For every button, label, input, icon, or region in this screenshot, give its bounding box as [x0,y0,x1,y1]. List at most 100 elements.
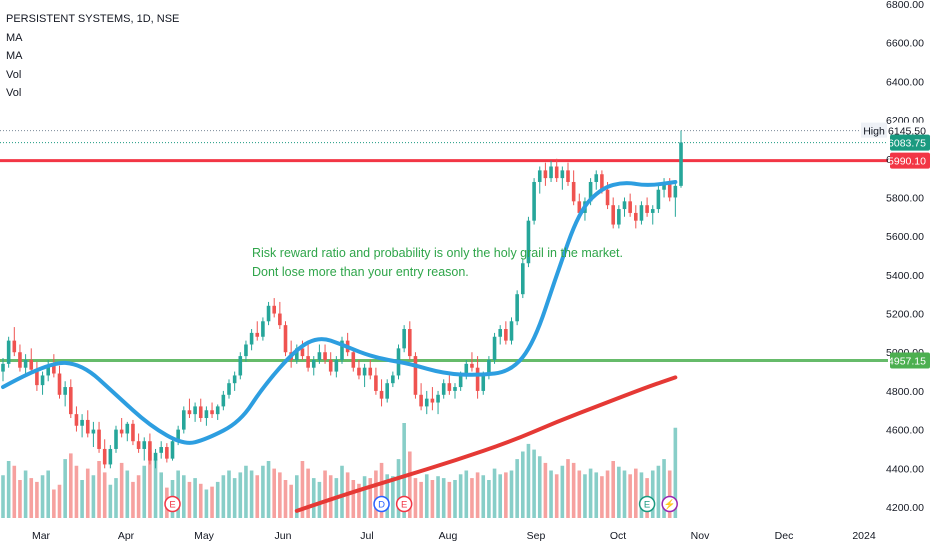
volume-bar [521,451,525,518]
volume-bar [244,465,248,518]
candle-body [57,373,62,395]
candle-body [628,201,632,213]
candle-body [91,429,96,434]
candle-body [249,332,254,345]
candle-body [430,398,435,403]
candle-body [639,205,644,221]
time-tick-label: Nov [691,530,710,542]
candle-body [23,359,28,368]
candle-body [481,375,486,391]
indicator-vol-2[interactable]: Vol [6,87,22,99]
volume-bar [187,481,192,518]
candle-body [119,429,124,434]
candle-body [498,329,502,337]
volume-bar [238,472,243,518]
volume-bar [311,478,316,518]
candle-body [272,305,276,314]
candle-body [679,142,683,186]
candle-body [215,406,220,415]
volume-bar [261,465,265,518]
volume-bar [300,461,305,518]
volume-bar [447,481,452,518]
volume-bar [85,468,90,518]
candle-body [560,170,565,179]
candle-body [475,367,480,391]
candle-body [622,201,627,210]
volume-bar [605,470,610,518]
volume-bar [385,474,389,518]
volume-bar [667,470,672,518]
candle-body [634,212,638,221]
event-marker-0: E [164,495,181,513]
candle-body [176,429,180,442]
volume-bar [131,481,135,518]
volume-bar [204,489,209,518]
candle-body [266,305,271,322]
event-marker-4: ⚡ [661,495,678,513]
volume-bar [6,461,11,518]
candle-body [340,340,344,360]
event-marker-label: E [169,500,175,511]
horizontal-lines [0,130,888,363]
volume-bar [306,468,310,518]
candle-body [385,383,389,399]
volume-bar [108,484,113,518]
volume-bar [221,475,226,518]
candle-body [295,348,299,360]
time-axis[interactable]: Mar Apr May Jun Jul Aug Sep Oct Nov Dec 2024 [32,530,876,542]
volume-bar [583,474,587,518]
candle-body [187,410,192,415]
event-marker-circle [395,495,413,513]
indicator-ma-2[interactable]: MA [6,50,23,62]
volume-bar [554,474,559,518]
candle-body [617,209,621,225]
candle-body [374,375,378,391]
volume-bar [509,470,514,518]
symbol-title[interactable]: PERSISTENT SYSTEMS, 1D, NSE [6,13,180,25]
price-axis[interactable]: 6800.006600.006400.006200.006000.005800.… [886,0,924,514]
volume-bar [594,472,599,518]
volume-bar [481,475,486,518]
candle-body [46,365,50,376]
candle-body [436,394,440,403]
price-tick-label: 6400.00 [886,76,924,88]
volume-bar [639,472,644,518]
price-tag-label-bg [861,122,887,138]
time-tick-label: Jun [275,530,292,542]
volume-bar [424,474,429,518]
candle-body [379,390,384,399]
volume-bar [577,470,582,518]
volume-bar [295,475,299,518]
indicator-vol-1[interactable]: Vol [6,68,22,81]
volume-bar [662,459,666,518]
volume-bar [210,486,214,518]
candle-body [210,410,214,415]
volume-bar [142,465,147,518]
candle-body [413,356,418,395]
event-marker-1: D [373,495,390,513]
volume-bar [69,453,73,518]
volume-bar [266,461,271,518]
event-marker-circle [661,495,678,513]
candle-body [165,447,169,459]
candle-body [441,383,446,395]
volume-bar [323,470,327,518]
volume-bar [148,451,152,518]
candle-body [328,359,333,372]
volume-bar [634,468,638,518]
volume-bar [198,483,203,518]
event-marker-label: E [644,500,650,511]
price-tick-label: 5400.00 [886,270,924,282]
candle-body [526,220,531,264]
volume-bar [351,480,356,518]
volume-bar [97,461,101,518]
candle-body [80,419,84,426]
event-marker-circle [164,495,181,513]
volume-bar [227,470,231,518]
candle-body [142,441,147,449]
candle-body [571,181,576,202]
indicator-ma-1[interactable]: MA [6,31,23,44]
volume-bar [436,476,440,518]
volume-bar [114,478,118,518]
